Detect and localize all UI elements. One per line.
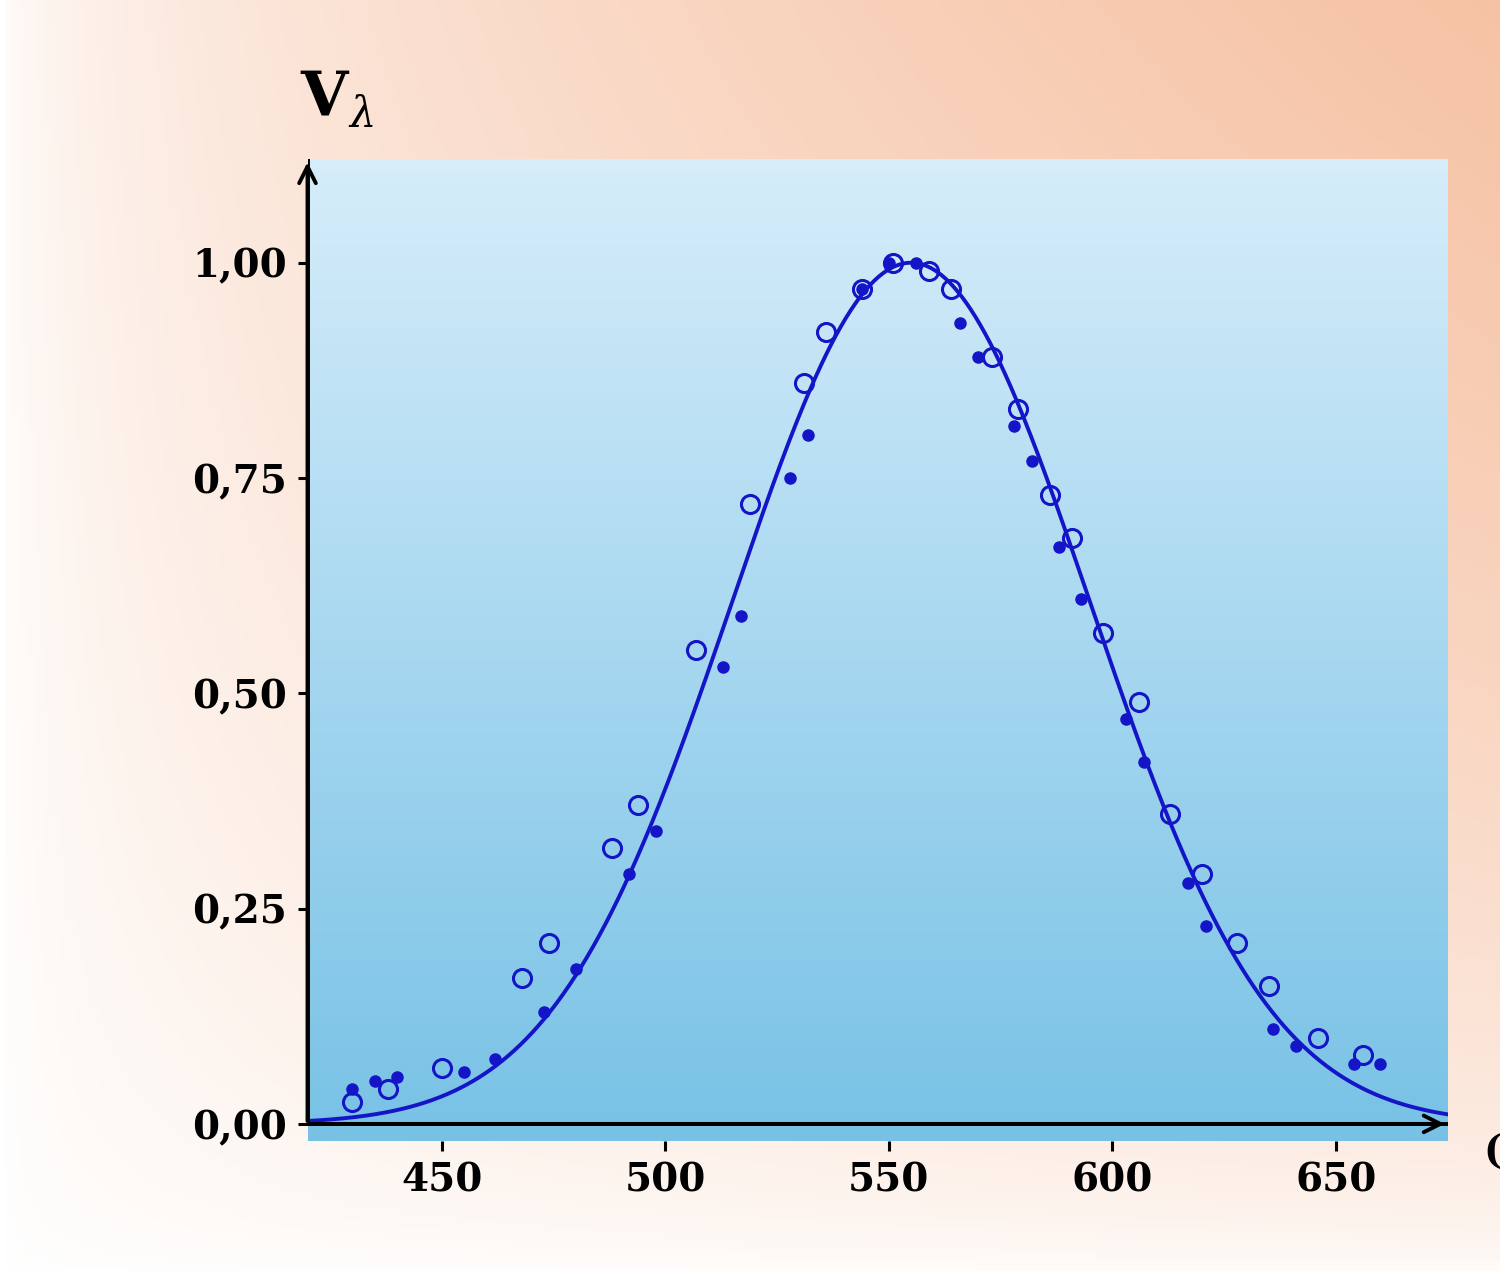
Text: (nm): (nm) <box>1484 1135 1500 1172</box>
Text: V: V <box>300 68 348 128</box>
Text: λ: λ <box>350 94 376 136</box>
